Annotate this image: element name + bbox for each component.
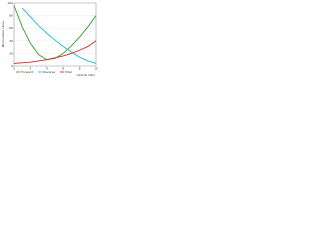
x-tick-label: 4: [46, 67, 48, 71]
y-tick-label: 80: [9, 14, 13, 18]
y-axis-label: Normalized value: [1, 21, 5, 47]
x-tick-label: 6: [62, 67, 64, 71]
y-tick-label: 60: [9, 26, 13, 30]
y-tick-label: 100: [7, 1, 13, 5]
legend-label: Forward: [21, 70, 33, 74]
x-tick-label: 10: [94, 67, 98, 71]
series-line: [13, 5, 97, 61]
x-tick-label: 8: [79, 67, 81, 71]
series-line: [13, 40, 97, 64]
y-tick-label: 0: [11, 64, 13, 68]
legend-label: Reverse: [43, 70, 55, 74]
y-tick-label: 20: [9, 51, 13, 55]
legend-label: Total: [64, 70, 72, 74]
chart: Normalized value Optical ratio 0 20 40 60 80…: [1, 1, 98, 77]
series-line: [21, 7, 97, 64]
x-axis-label: Optical ratio: [77, 73, 96, 77]
y-tick-label: 40: [9, 39, 13, 43]
x-tick-label: 0: [13, 67, 15, 71]
x-tick-label: 2: [29, 67, 31, 71]
